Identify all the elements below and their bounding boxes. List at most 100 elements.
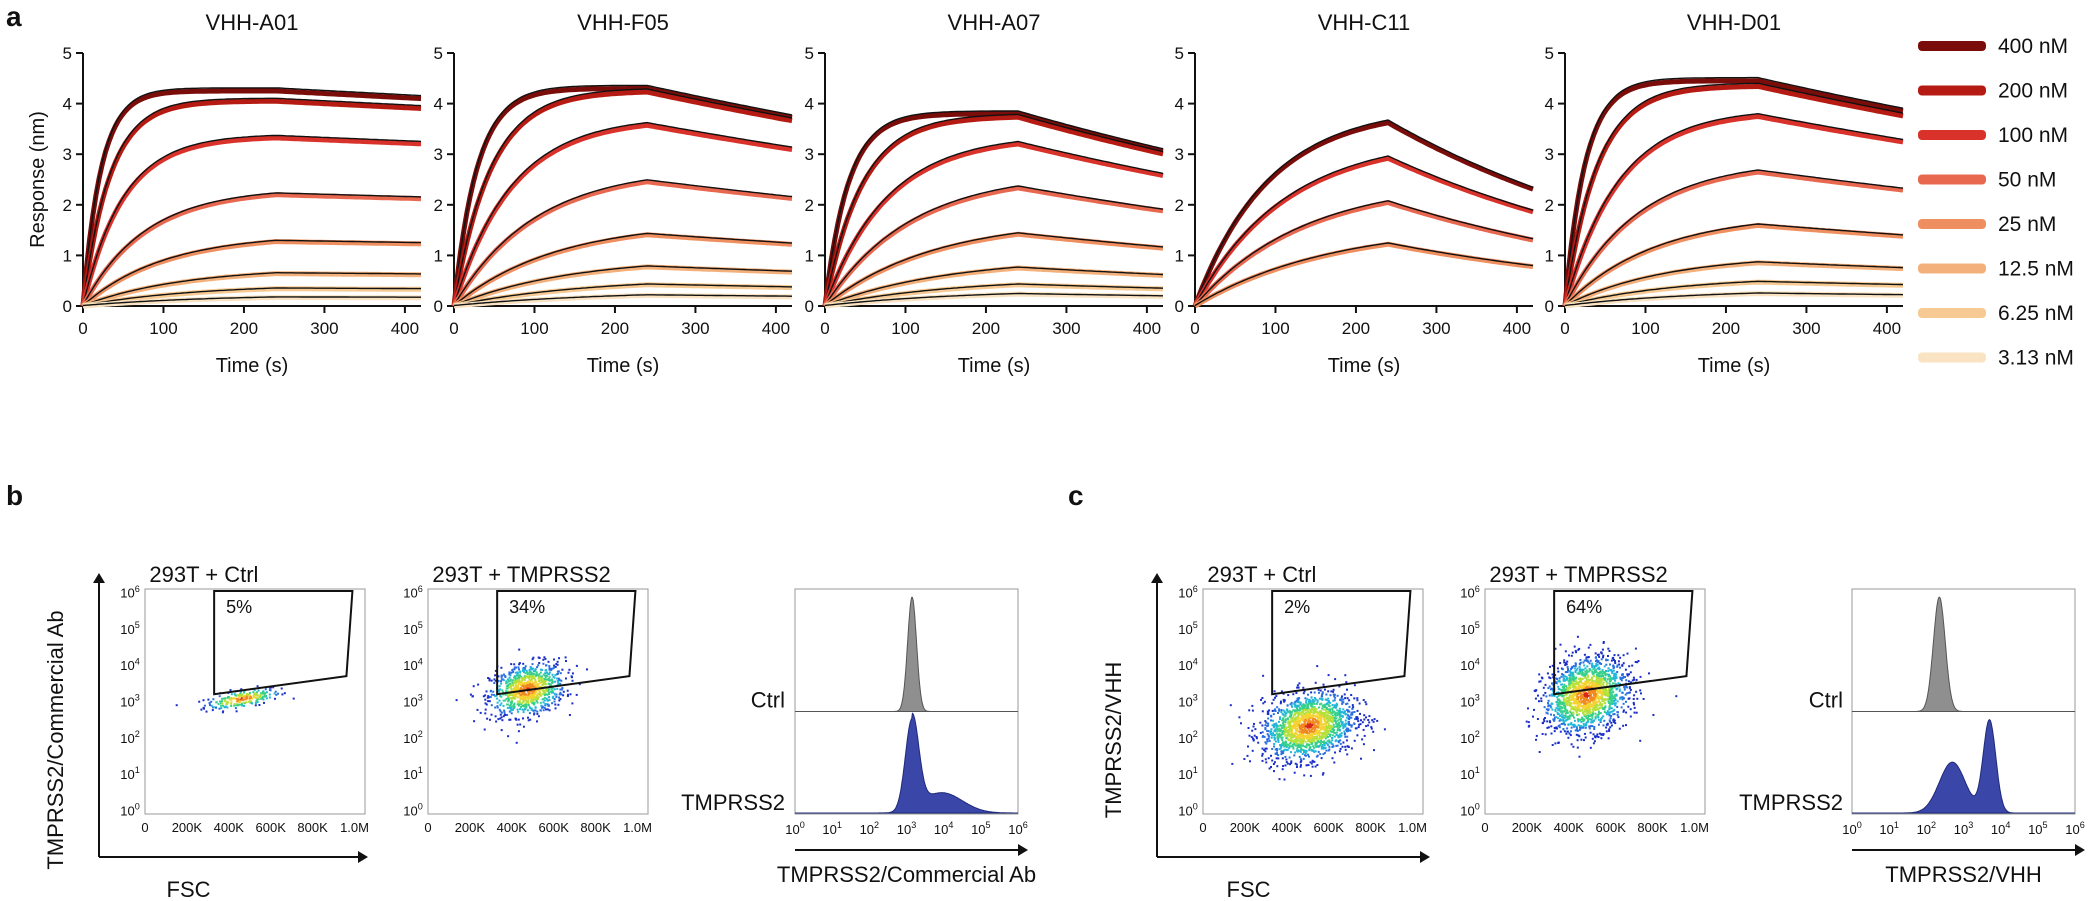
event-dot: [1552, 718, 1555, 721]
event-dot: [1317, 738, 1320, 741]
event-dot: [1302, 703, 1305, 706]
event-dot: [1295, 749, 1298, 752]
chart-title: VHH-F05: [577, 10, 669, 35]
event-dot: [556, 670, 559, 673]
event-dot: [1626, 674, 1629, 677]
event-dot: [513, 666, 516, 669]
event-dot: [1546, 672, 1549, 675]
event-dot: [548, 692, 551, 695]
event-dot: [1263, 735, 1266, 738]
event-dot: [516, 671, 519, 674]
event-dot: [1594, 695, 1597, 698]
event-dot: [1564, 662, 1567, 665]
event-dot: [1298, 706, 1301, 709]
event-dot: [1299, 721, 1302, 724]
event-dot: [1292, 747, 1295, 750]
event-dot: [531, 675, 533, 678]
event-dot: [1331, 717, 1334, 720]
event-dot: [220, 707, 223, 710]
event-dot: [513, 663, 516, 666]
event-dot: [1368, 721, 1371, 724]
event-dot: [1615, 694, 1618, 697]
event-dot: [1312, 745, 1315, 748]
event-dot: [490, 693, 493, 696]
event-dot: [1628, 686, 1631, 689]
event-dot: [241, 704, 244, 707]
event-dot: [1549, 665, 1551, 668]
event-dot: [1295, 742, 1298, 745]
event-dot: [1616, 664, 1619, 667]
event-dot: [1608, 719, 1611, 722]
event-dot: [527, 704, 530, 707]
event-dot: [1266, 710, 1269, 713]
event-dot: [1277, 725, 1280, 728]
event-dot: [540, 704, 543, 707]
event-dot: [518, 663, 521, 666]
event-dot: [1609, 675, 1611, 678]
event-dot: [521, 685, 524, 687]
event-dot: [1609, 692, 1612, 694]
event-dot: [1578, 683, 1581, 686]
event-dot: [532, 690, 535, 693]
event-dot: [1263, 700, 1266, 703]
event-dot: [1368, 715, 1371, 718]
event-dot: [1625, 724, 1627, 727]
event-dot: [237, 694, 240, 696]
event-dot: [1317, 718, 1320, 721]
event-dot: [1297, 722, 1300, 725]
event-dot: [551, 702, 554, 705]
event-dot: [1561, 673, 1564, 675]
y-tick-label: 105: [1460, 620, 1480, 637]
event-dot: [1289, 745, 1292, 748]
event-dot: [535, 690, 538, 693]
event-dot: [1594, 717, 1597, 720]
event-dot: [1320, 713, 1322, 715]
event-dot: [528, 685, 531, 688]
chart-title: VHH-A01: [206, 10, 299, 35]
event-dot: [1568, 687, 1571, 690]
event-dot: [538, 657, 541, 659]
event-dot: [1313, 726, 1315, 729]
event-dot: [1372, 730, 1375, 733]
event-dot: [565, 660, 567, 662]
event-dot: [586, 668, 588, 671]
event-dot: [1284, 764, 1287, 767]
event-dot: [1557, 680, 1560, 683]
event-dot: [526, 673, 529, 676]
event-dot: [571, 702, 574, 705]
event-dot: [1304, 725, 1307, 728]
event-dot: [500, 716, 503, 719]
event-dot: [1609, 726, 1612, 729]
event-dot: [539, 693, 542, 696]
event-dot: [1356, 717, 1359, 720]
event-dot: [1569, 705, 1572, 708]
event-dot: [1327, 729, 1330, 732]
event-dot: [1544, 717, 1546, 719]
event-dot: [1341, 711, 1344, 714]
event-dot: [1303, 715, 1306, 718]
event-dot: [532, 673, 535, 675]
event-dot: [1294, 705, 1297, 708]
event-dot: [1576, 698, 1579, 700]
event-dot: [1576, 683, 1579, 685]
event-dot: [524, 683, 526, 685]
event-dot: [1275, 757, 1278, 760]
event-dot: [1592, 698, 1595, 701]
event-dot: [1597, 723, 1600, 726]
event-dot: [544, 669, 547, 672]
event-dot: [1581, 677, 1584, 680]
event-dot: [1341, 700, 1344, 703]
event-dot: [510, 707, 513, 710]
event-dot: [1282, 730, 1285, 733]
event-dot: [1320, 738, 1323, 741]
fit-line: [1564, 112, 1904, 306]
event-dot: [1297, 718, 1300, 721]
event-dot: [1593, 719, 1596, 722]
x-tick-label: 1.0M: [1398, 820, 1427, 835]
event-dot: [571, 679, 574, 682]
event-dot: [1609, 693, 1612, 696]
y-tick-label: 102: [1460, 729, 1480, 746]
event-dot: [503, 709, 506, 712]
event-dot: [1265, 742, 1268, 745]
event-dot: [1571, 671, 1574, 674]
